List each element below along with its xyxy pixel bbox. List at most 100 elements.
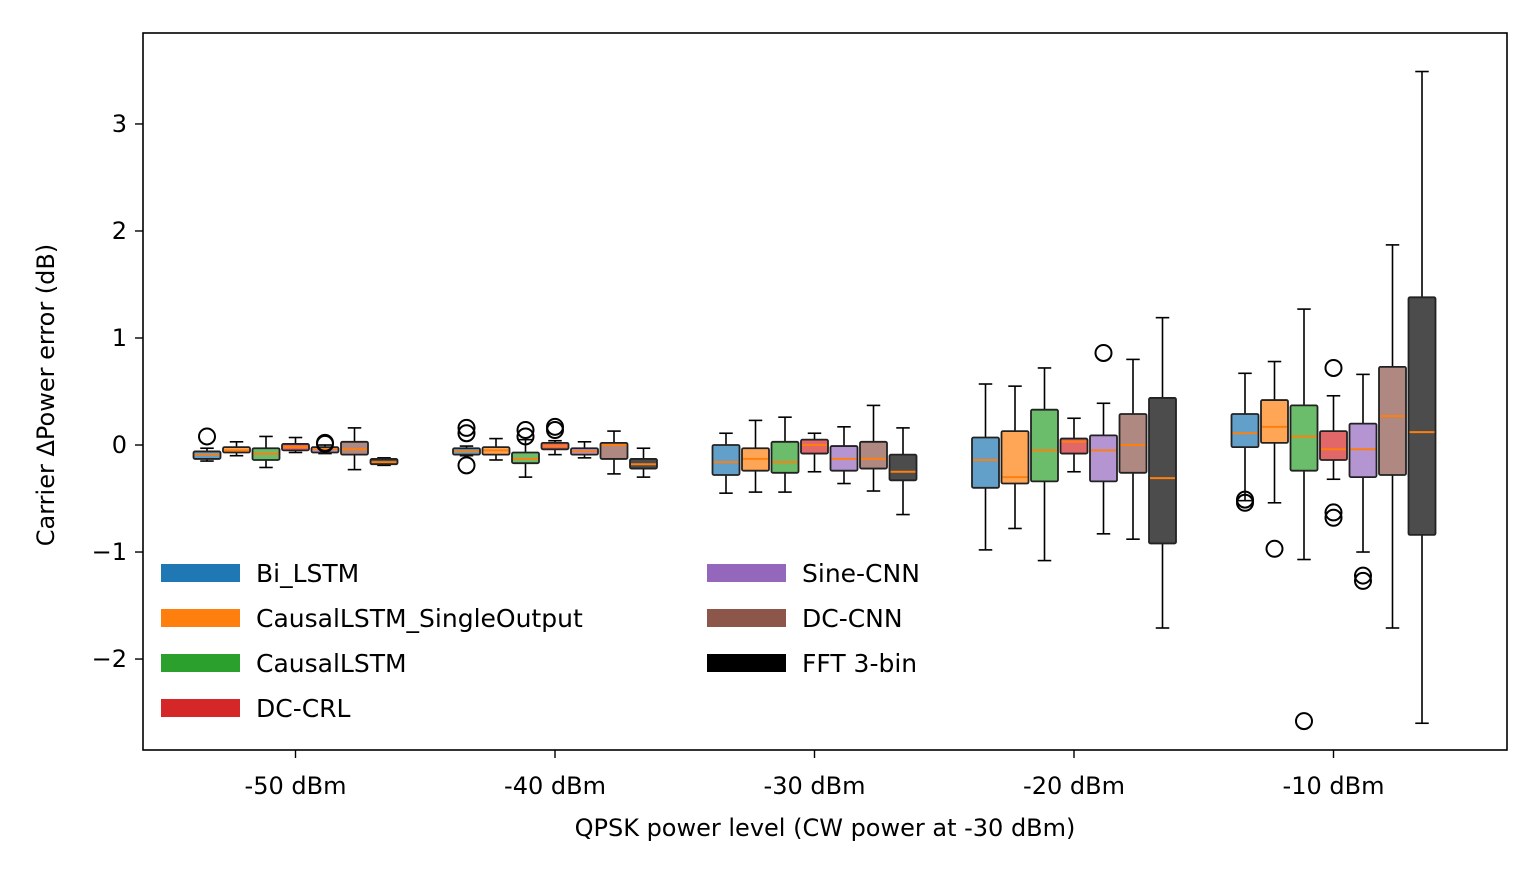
legend-label: Sine-CNN <box>802 559 920 588</box>
box-body <box>1030 408 1059 483</box>
box-causallstm-singleoutput-3 <box>1000 385 1030 530</box>
legend-swatch <box>161 564 240 582</box>
flier-point <box>457 424 476 443</box>
legend-swatch <box>707 609 786 627</box>
x-tick-label: -10 dBm <box>1283 772 1385 800</box>
box-fft-3-bin-1 <box>629 447 658 478</box>
legend-item-dc-crl: DC-CRL <box>161 694 351 723</box>
flier-point <box>1354 566 1372 585</box>
flier-point <box>516 427 535 446</box>
y-axis-label: Carrier ΔPower error (dB) <box>32 244 60 546</box>
legend-item-bi-lstm: Bi_LSTM <box>161 559 359 588</box>
plot-layer <box>192 70 1437 731</box>
legend: Bi_LSTM CausalLSTM_SingleOutput CausalLSTM… <box>161 559 920 723</box>
legend-label: DC-CNN <box>802 604 903 633</box>
flier-point <box>1265 539 1284 558</box>
legend-item-sine-cnn: Sine-CNN <box>707 559 920 588</box>
flier-point <box>1236 493 1254 512</box>
box-body <box>1260 399 1289 444</box>
legend-swatch <box>707 654 786 672</box>
box-causallstm-2 <box>770 416 800 493</box>
box-sine-cnn-4 <box>1348 373 1378 590</box>
legend-label: CausalLSTM <box>256 649 407 678</box>
box-dc-cnn-0 <box>340 427 369 471</box>
flier-point <box>1094 343 1113 362</box>
box-dc-crl-1 <box>540 417 570 456</box>
y-tick-label: 0 <box>112 431 127 459</box>
legend-item-causallstm: CausalLSTM <box>161 649 407 678</box>
x-tick-label: -40 dBm <box>504 772 606 800</box>
box-sine-cnn-1 <box>570 440 599 459</box>
box-body <box>1089 434 1118 483</box>
box-dc-crl-4 <box>1319 358 1348 527</box>
box-dc-crl-3 <box>1059 417 1089 473</box>
flier-point <box>1354 571 1372 590</box>
flier-point <box>457 456 476 475</box>
flier-point <box>198 427 216 446</box>
box-body <box>711 444 741 476</box>
box-body <box>599 441 629 460</box>
legend-item-dc-cnn: DC-CNN <box>707 604 903 633</box>
flier-point <box>1324 503 1343 522</box>
box-body <box>859 440 888 470</box>
axes-layer: −2 −1 0 1 2 3 -50 dBm -40 dBm -30 dBm -20 dBm -10 … <box>92 32 1508 800</box>
box-body <box>511 451 540 465</box>
flier-point <box>457 418 476 437</box>
box-bi-lstm-0 <box>192 427 222 462</box>
y-tick-label: −1 <box>92 538 127 566</box>
box-bi-lstm-2 <box>711 432 741 494</box>
box-sine-cnn-0 <box>310 433 340 455</box>
box-body <box>800 438 829 455</box>
y-tick-label: 3 <box>112 110 127 138</box>
box-bi-lstm-4 <box>1230 372 1260 512</box>
box-dc-crl-2 <box>800 432 829 473</box>
box-causallstm-singleoutput-4 <box>1260 360 1289 558</box>
y-tick-label: 2 <box>112 217 127 245</box>
legend-swatch <box>161 699 240 717</box>
box-body <box>1148 397 1177 545</box>
legend-label: FFT 3-bin <box>802 649 917 678</box>
box-body <box>1319 430 1348 461</box>
box-body <box>1000 430 1030 485</box>
box-sine-cnn-3 <box>1089 343 1118 535</box>
box-causallstm-singleoutput-1 <box>481 437 511 461</box>
legend-swatch <box>161 654 240 672</box>
box-causallstm-1 <box>511 421 540 478</box>
y-tick-label: 1 <box>112 324 127 352</box>
flier-point <box>1324 508 1343 527</box>
plot-frame <box>142 32 1508 751</box>
box-body <box>1118 413 1148 474</box>
flier-point <box>316 434 334 453</box>
x-axis-label: QPSK power level (CW power at -30 dBm) <box>575 814 1076 842</box>
box-causallstm-4 <box>1289 308 1319 731</box>
box-dc-cnn-4 <box>1378 244 1407 629</box>
flier-point <box>1324 358 1343 377</box>
box-fft-3-bin-3 <box>1148 316 1177 629</box>
box-causallstm-0 <box>251 435 281 469</box>
x-tick-label: -50 dBm <box>245 772 347 800</box>
box-dc-cnn-3 <box>1118 358 1148 540</box>
legend-item-fft-3-bin: FFT 3-bin <box>707 649 917 678</box>
box-body <box>340 440 369 456</box>
box-dc-crl-0 <box>281 436 310 454</box>
box-body <box>770 440 800 474</box>
legend-label: Bi_LSTM <box>256 559 359 588</box>
legend-label: DC-CRL <box>256 694 351 723</box>
box-fft-3-bin-4 <box>1407 70 1437 725</box>
box-fft-3-bin-2 <box>888 427 918 516</box>
box-body <box>1348 422 1378 479</box>
y-tick-label: −2 <box>92 645 127 673</box>
x-tick-label: -20 dBm <box>1023 772 1125 800</box>
legend-item-causallstm-singleoutput: CausalLSTM_SingleOutput <box>161 604 583 633</box>
box-dc-cnn-1 <box>599 430 629 475</box>
box-body <box>971 436 1000 489</box>
box-body <box>888 453 918 482</box>
box-causallstm-singleoutput-0 <box>222 440 251 457</box>
box-body <box>1407 296 1437 536</box>
legend-label: CausalLSTM_SingleOutput <box>256 604 583 633</box>
x-tick-label: -30 dBm <box>764 772 866 800</box>
box-dc-cnn-2 <box>859 404 888 492</box>
box-body <box>1230 413 1260 449</box>
